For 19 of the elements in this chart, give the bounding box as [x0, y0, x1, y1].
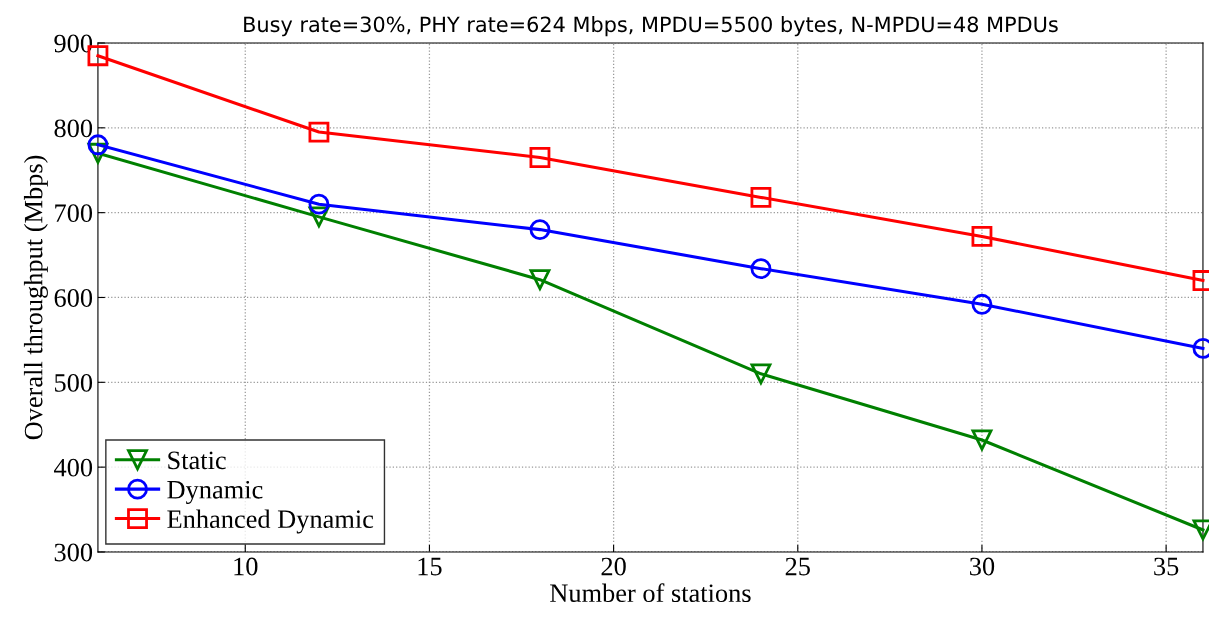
y-tick-label: 700 [55, 204, 93, 223]
x-tick-label: 30 [970, 557, 995, 576]
x-tick-label: 15 [418, 557, 442, 576]
legend-label: Static [168, 451, 226, 470]
legend-label: Enhanced Dynamic [167, 509, 374, 534]
chart-title: Busy rate=30%, PHY rate=624 Mbps, MPDU=5500 bytes, N-MPDU=48 MPDUs [244, 16, 1058, 37]
y-tick-label: 600 [54, 289, 93, 307]
y-tick-label: 500 [55, 373, 93, 392]
x-tick-label: 25 [785, 557, 810, 576]
x-tick-label: 35 [1154, 557, 1179, 576]
y-tick-label: 300 [54, 543, 93, 562]
y-tick-label: 800 [54, 119, 93, 138]
x-tick-label: 10 [234, 557, 258, 576]
y-axis-title: Overall throughput (Mbps) [23, 155, 48, 440]
x-axis-title: Number of stations [550, 583, 751, 603]
legend-label: Dynamic [167, 480, 263, 505]
y-tick-label: 900 [54, 34, 93, 53]
y-tick-label: 400 [54, 458, 93, 477]
x-tick-label: 20 [601, 557, 626, 576]
